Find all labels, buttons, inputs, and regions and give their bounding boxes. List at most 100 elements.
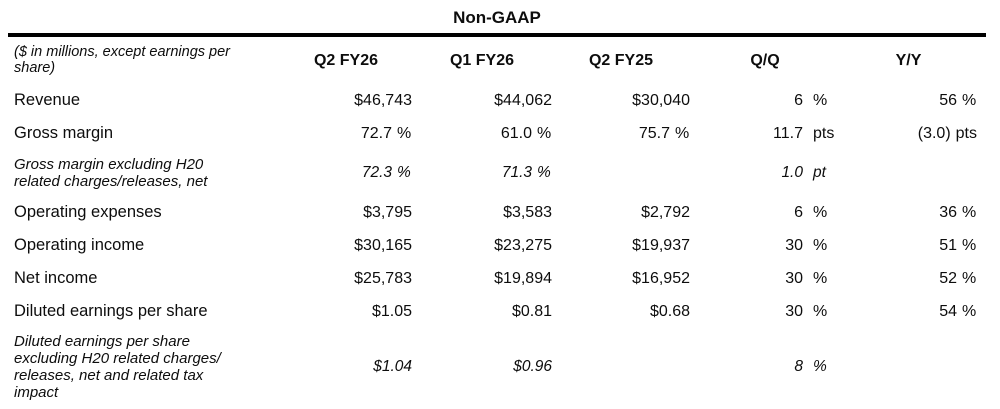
cell-unit: % — [962, 203, 977, 221]
cell-value: 52 — [939, 269, 957, 287]
cell-value: $0.68 — [649, 302, 690, 320]
table-row: Diluted earnings per share $1.05 $0.81 $0.6… — [8, 295, 977, 328]
cell-value: 8 — [794, 358, 803, 375]
cell-value: 1.0 — [781, 164, 803, 181]
cell-value: $3,583 — [503, 203, 552, 221]
cell-unit: % — [962, 302, 977, 320]
cell-value: 72.3 — [361, 164, 392, 181]
value-cell: $46,743 — [280, 92, 412, 110]
cell-value: 30 — [785, 302, 803, 320]
value-cell: (3.0) pts — [840, 125, 977, 143]
value-cell: $1.04 — [280, 358, 412, 376]
cell-unit: % — [813, 302, 828, 320]
cell-unit: % — [397, 164, 411, 181]
value-cell: $30,040 — [552, 92, 690, 110]
cell-value: $3,795 — [363, 203, 412, 221]
value-cell: 61.0% — [412, 125, 552, 143]
value-cell: 72.3% — [280, 164, 412, 182]
table-title: Non-GAAP — [8, 0, 986, 37]
value-cell: 30% — [690, 270, 840, 288]
row-label-gross-margin-excluding-h20-related-charg: Gross margin excluding H20 related charg… — [14, 156, 208, 190]
cell-value: (3.0) — [917, 124, 951, 142]
value-cell: $19,937 — [552, 237, 690, 255]
table-row: Diluted earnings per share excluding H20… — [8, 328, 977, 406]
value-cell: $0.68 — [552, 303, 690, 321]
cell-unit: % — [813, 269, 828, 287]
value-cell: 6% — [690, 92, 840, 110]
value-cell: 72.7% — [280, 125, 412, 143]
cell-unit: % — [537, 124, 552, 142]
value-cell: $0.96 — [412, 358, 552, 376]
row-label-revenue: Revenue — [14, 90, 81, 109]
column-header-yy: Y/Y — [895, 51, 922, 69]
cell-unit: pts — [813, 124, 835, 142]
cell-value: $1.05 — [371, 302, 412, 320]
value-cell: 30% — [690, 237, 840, 255]
row-label-operating-income: Operating income — [14, 235, 145, 254]
value-cell: 11.7 pts — [690, 125, 840, 143]
cell-value: $1.04 — [373, 358, 412, 375]
cell-unit: % — [813, 358, 827, 375]
cell-unit: % — [962, 269, 977, 287]
cell-unit: pts — [955, 124, 977, 142]
value-cell: $23,275 — [412, 237, 552, 255]
cell-value: $2,792 — [641, 203, 690, 221]
value-cell: 1.0 pt — [690, 164, 840, 182]
cell-value: 54 — [939, 302, 957, 320]
cell-unit: % — [537, 164, 551, 181]
value-cell: 8% — [690, 358, 840, 376]
cell-value: 51 — [939, 236, 957, 254]
cell-value: 11.7 — [773, 124, 803, 142]
cell-value: 71.3 — [501, 164, 532, 181]
table-header-row: ($ in millions, except earnings per shar… — [8, 37, 977, 84]
cell-value: 75.7 — [638, 124, 670, 142]
cell-value: $23,275 — [494, 236, 552, 254]
cell-value: 61.0 — [500, 124, 532, 142]
table-row: Gross margin 72.7% 61.0% 75.7% 11.7 pts (3.0) p… — [8, 117, 977, 150]
column-header-q2-fy25: Q2 FY25 — [588, 51, 654, 69]
table-row: Revenue $46,743 $44,062 $30,040 6% 56% — [8, 84, 977, 117]
table-row: Net income $25,783 $19,894 $16,952 30% 52% — [8, 262, 977, 295]
cell-value: $44,062 — [494, 91, 552, 109]
cell-value: 72.7 — [360, 124, 392, 142]
row-label-diluted-earnings-per-share: Diluted earnings per share — [14, 301, 208, 320]
cell-value: 36 — [939, 203, 957, 221]
value-cell: $1.05 — [280, 303, 412, 321]
cell-value: 30 — [785, 236, 803, 254]
value-cell: $0.81 — [412, 303, 552, 321]
value-cell: 71.3% — [412, 164, 552, 182]
column-header-q2-fy26: Q2 FY26 — [313, 51, 379, 69]
value-cell: 54% — [840, 303, 977, 321]
row-label-diluted-earnings-per-share-excluding-h20: Diluted earnings per share excluding H20… — [14, 333, 221, 401]
cell-unit: % — [397, 124, 412, 142]
cell-unit: % — [813, 236, 828, 254]
value-cell: $3,795 — [280, 204, 412, 222]
cell-value: $19,937 — [632, 236, 690, 254]
cell-unit: pt — [813, 164, 826, 181]
cell-unit: % — [962, 236, 977, 254]
table-row: Operating income $30,165 $23,275 $19,937 30%… — [8, 229, 977, 262]
cell-value: $25,783 — [354, 269, 412, 287]
cell-value: $16,952 — [632, 269, 690, 287]
value-cell: $3,583 — [412, 204, 552, 222]
table-row: Gross margin excluding H20 related charg… — [8, 150, 977, 196]
cell-value: $0.96 — [513, 358, 552, 375]
value-cell: $25,783 — [280, 270, 412, 288]
value-cell: 51% — [840, 237, 977, 255]
cell-unit: % — [675, 124, 690, 142]
value-cell: 52% — [840, 270, 977, 288]
value-cell: $16,952 — [552, 270, 690, 288]
value-cell: $30,165 — [280, 237, 412, 255]
cell-value: $30,040 — [632, 91, 690, 109]
cell-value: $19,894 — [494, 269, 552, 287]
cell-value: 30 — [785, 269, 803, 287]
value-cell: 30% — [690, 303, 840, 321]
value-cell: $44,062 — [412, 92, 552, 110]
value-cell: $19,894 — [412, 270, 552, 288]
column-header-qq: Q/Q — [750, 51, 780, 69]
table-body: Revenue $46,743 $44,062 $30,040 6% 56% Gross m… — [8, 84, 994, 406]
cell-value: 6 — [794, 203, 803, 221]
row-label-operating-expenses: Operating expenses — [14, 202, 162, 221]
cell-value: $30,165 — [354, 236, 412, 254]
